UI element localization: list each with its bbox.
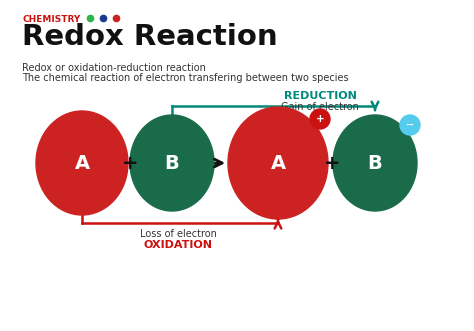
Text: +: + [316, 114, 324, 124]
Ellipse shape [310, 109, 330, 129]
Text: +: + [324, 154, 340, 172]
Text: REDUCTION: REDUCTION [283, 91, 356, 101]
Text: OXIDATION: OXIDATION [144, 240, 212, 250]
Text: Redox Reaction: Redox Reaction [22, 23, 278, 51]
Text: B: B [368, 154, 383, 172]
Text: CHEMISTRY: CHEMISTRY [22, 15, 80, 24]
Ellipse shape [228, 107, 328, 219]
Text: Gain of electron: Gain of electron [281, 102, 359, 112]
Ellipse shape [130, 115, 214, 211]
Ellipse shape [36, 111, 128, 215]
Ellipse shape [333, 115, 417, 211]
Text: −: − [406, 120, 414, 130]
Text: B: B [164, 154, 179, 172]
Text: A: A [271, 154, 285, 172]
Text: The chemical reaction of electron transfering between two species: The chemical reaction of electron transf… [22, 73, 348, 83]
Text: A: A [74, 154, 90, 172]
Ellipse shape [400, 115, 420, 135]
Text: Loss of electron: Loss of electron [139, 229, 217, 239]
Text: +: + [122, 154, 138, 172]
Text: Redox or oxidation-reduction reaction: Redox or oxidation-reduction reaction [22, 63, 206, 73]
